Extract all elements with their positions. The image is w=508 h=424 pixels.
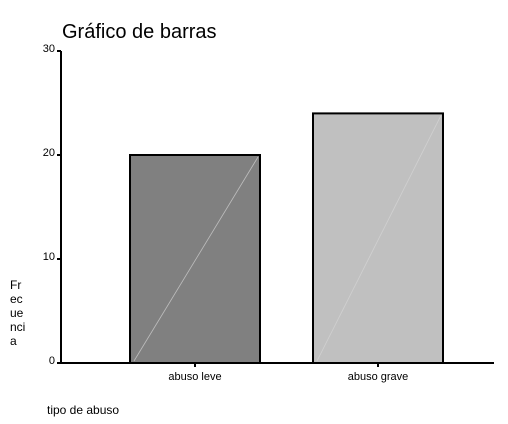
y-axis-label-line: nci <box>10 320 25 334</box>
y-label-clip <box>6 366 46 378</box>
y-axis-label-line: Fr <box>10 278 21 292</box>
y-tick-label: 10 <box>43 251 55 263</box>
bars <box>129 112 444 365</box>
bar-highlight-line <box>316 115 442 362</box>
y-tick-label: 30 <box>43 43 55 55</box>
x-tick-label: abuso grave <box>348 371 409 383</box>
y-tick-label: 0 <box>49 355 55 367</box>
y-axis-label-line: a <box>10 334 17 348</box>
y-axis-label-line: ue <box>10 306 24 320</box>
x-axis: abuso leve abuso grave <box>61 362 494 383</box>
y-tick-label: 20 <box>43 147 55 159</box>
y-axis: 0 10 20 30 <box>43 43 62 367</box>
x-tick-label: abuso leve <box>168 371 221 383</box>
chart-title: Gráfico de barras <box>62 21 217 43</box>
y-axis-label-line: ec <box>10 292 23 306</box>
bar-highlight-line <box>133 156 259 362</box>
x-axis-label: tipo de abuso <box>47 403 119 417</box>
